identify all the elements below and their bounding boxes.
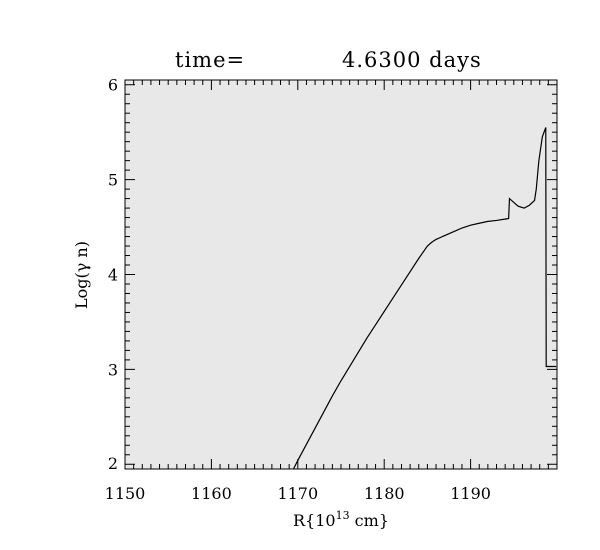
x-tick-label: 1150 xyxy=(105,484,146,503)
x-axis-label-sup: 13 xyxy=(336,509,350,522)
series-line xyxy=(292,127,557,470)
plot-area xyxy=(124,79,558,470)
y-tick-label: 6 xyxy=(108,76,118,95)
y-tick-label: 4 xyxy=(108,266,118,285)
x-axis-label-main: R{10 xyxy=(293,511,336,530)
x-tick-label: 1180 xyxy=(364,484,405,503)
x-tick-labels: 1150 1160 1170 1180 1190 xyxy=(105,484,491,503)
y-tick-label: 2 xyxy=(108,454,118,473)
y-tick-label: 5 xyxy=(108,171,118,190)
y-tick-labels: 2 3 4 5 6 xyxy=(108,76,118,473)
x-tick-label: 1170 xyxy=(277,484,318,503)
axis-ticks xyxy=(124,80,558,469)
x-tick-label: 1160 xyxy=(191,484,232,503)
y-tick-label: 3 xyxy=(108,360,118,379)
y-axis-label: Log(γ n) xyxy=(72,241,91,309)
x-tick-label: 1190 xyxy=(450,484,491,503)
x-axis-label: R{1013 cm} xyxy=(293,509,389,530)
x-axis-label-suffix: cm} xyxy=(350,511,389,530)
chart-title-value: 4.6300 days xyxy=(342,48,482,72)
chart-title-prefix: time= xyxy=(175,48,245,72)
